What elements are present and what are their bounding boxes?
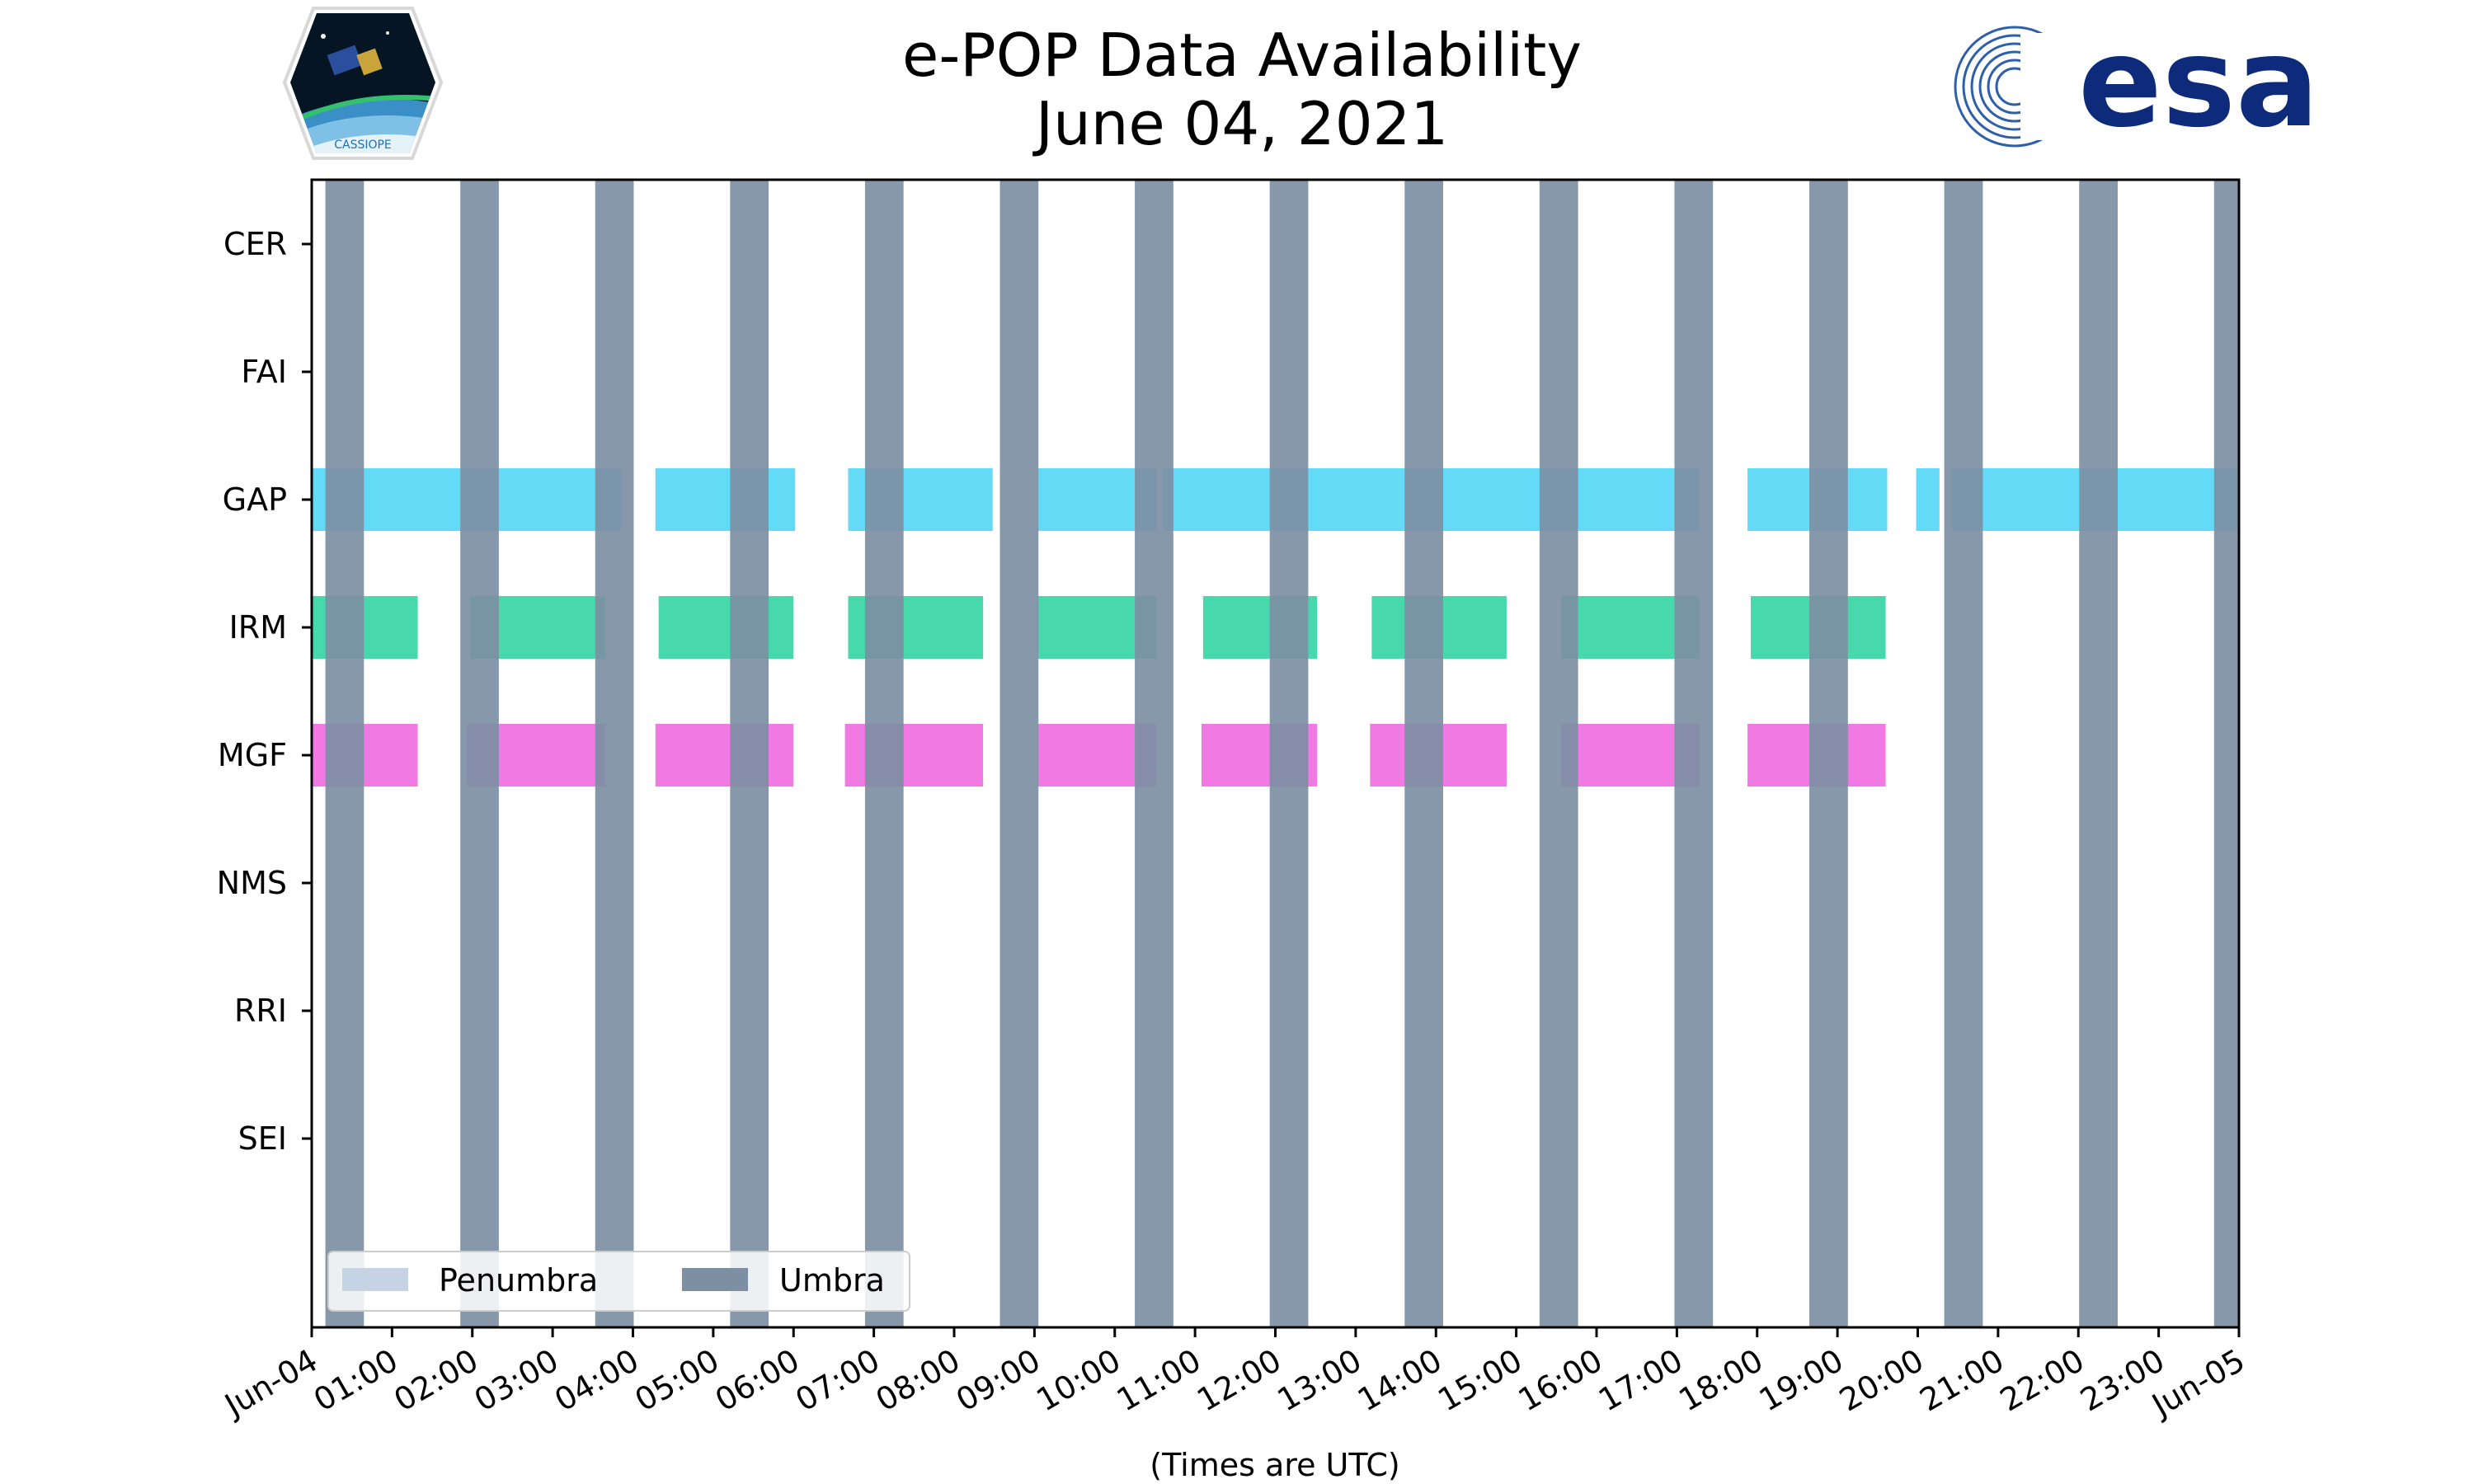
bar-mgf bbox=[655, 724, 794, 787]
x-tick-label: 10:00 bbox=[1030, 1342, 1126, 1419]
x-tick-label: 19:00 bbox=[1753, 1342, 1850, 1419]
x-tick-label: 12:00 bbox=[1191, 1342, 1287, 1419]
legend: Penumbra Umbra bbox=[327, 1251, 910, 1312]
y-tick-label: GAP bbox=[223, 481, 287, 518]
cassiope-logo: CASSIOPE bbox=[282, 7, 444, 160]
x-tick-label: 18:00 bbox=[1672, 1342, 1769, 1419]
bar-gap bbox=[1916, 468, 1940, 531]
x-tick-label: 22:00 bbox=[1994, 1342, 2091, 1419]
bar-irm bbox=[658, 596, 794, 659]
y-tick-label: RRI bbox=[234, 993, 287, 1029]
umbra-band bbox=[730, 180, 769, 1327]
x-tick-label: 17:00 bbox=[1592, 1342, 1689, 1419]
chart-subtitle: June 04, 2021 bbox=[1032, 89, 1448, 158]
x-tick-label: 16:00 bbox=[1512, 1342, 1609, 1419]
x-tick-label: Jun-05 bbox=[2145, 1342, 2251, 1425]
x-tick-label: 07:00 bbox=[789, 1342, 886, 1419]
umbra-band bbox=[2079, 180, 2118, 1327]
esa-wordmark: esa bbox=[2078, 12, 2319, 155]
x-tick-label: 06:00 bbox=[709, 1342, 806, 1419]
legend-swatch-umbra bbox=[682, 1268, 748, 1291]
legend-swatch-penumbra bbox=[342, 1268, 408, 1291]
x-tick-label: 09:00 bbox=[950, 1342, 1047, 1419]
umbra-band bbox=[999, 180, 1039, 1327]
umbra-band bbox=[1944, 180, 1983, 1327]
legend-label-penumbra: Penumbra bbox=[439, 1262, 598, 1298]
y-tick-label: FAI bbox=[241, 354, 287, 390]
y-tick-label: CER bbox=[223, 226, 287, 262]
umbra-band bbox=[1539, 180, 1578, 1327]
legend-box bbox=[327, 1251, 910, 1312]
y-tick-label: NMS bbox=[217, 865, 287, 901]
umbra-band bbox=[460, 180, 499, 1327]
y-tick-label: SEI bbox=[238, 1120, 287, 1157]
umbra-band bbox=[595, 180, 634, 1327]
x-tick-label: 04:00 bbox=[548, 1342, 645, 1419]
umbra-band bbox=[1674, 180, 1714, 1327]
legend-label-umbra: Umbra bbox=[779, 1262, 885, 1298]
umbra-bands bbox=[325, 180, 2239, 1327]
chart-title: e-POP Data Availability bbox=[902, 21, 1582, 90]
umbra-band bbox=[1269, 180, 1309, 1327]
umbra-band bbox=[1809, 180, 1848, 1327]
y-tick-label: MGF bbox=[218, 737, 287, 773]
y-tick-label: IRM bbox=[229, 609, 287, 646]
x-tick-label: 08:00 bbox=[870, 1342, 967, 1419]
x-tick-label: 21:00 bbox=[1914, 1342, 2011, 1419]
umbra-band bbox=[1404, 180, 1444, 1327]
x-tick-label: 01:00 bbox=[308, 1342, 404, 1419]
cassiope-caption: CASSIOPE bbox=[334, 139, 392, 152]
umbra-band bbox=[325, 180, 365, 1327]
umbra-band bbox=[864, 180, 904, 1327]
x-tick-label: 15:00 bbox=[1432, 1342, 1528, 1419]
bar-gap bbox=[655, 468, 796, 531]
x-tick-label: 11:00 bbox=[1111, 1342, 1207, 1419]
umbra-band bbox=[1135, 180, 1174, 1327]
y-axis: CER FAI GAP IRM MGF NMS RRI SEI bbox=[217, 226, 312, 1157]
x-axis-label: (Times are UTC) bbox=[1150, 1447, 1399, 1483]
x-tick-label: 05:00 bbox=[629, 1342, 726, 1419]
x-tick-label: 20:00 bbox=[1833, 1342, 1930, 1419]
x-axis: Jun-0401:0002:0003:0004:0005:0006:0007:0… bbox=[218, 1327, 2251, 1425]
x-tick-label: Jun-04 bbox=[218, 1342, 324, 1425]
esa-logo: esa bbox=[1954, 12, 2319, 155]
x-tick-label: 03:00 bbox=[468, 1342, 565, 1419]
x-tick-label: 14:00 bbox=[1352, 1342, 1448, 1419]
umbra-band bbox=[2213, 180, 2239, 1327]
x-tick-label: 13:00 bbox=[1272, 1342, 1368, 1419]
x-tick-label: 02:00 bbox=[388, 1342, 484, 1419]
